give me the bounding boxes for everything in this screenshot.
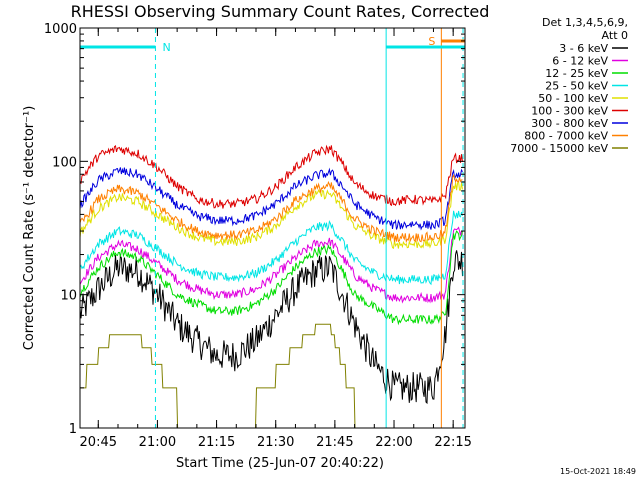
legend-entry-label: 300 - 800 keV xyxy=(531,117,608,130)
y-axis: 1 10 100 1000 xyxy=(44,22,465,437)
legend-entry-label: 12 - 25 keV xyxy=(545,67,608,80)
legend-header: Det 1,3,4,5,6,9, xyxy=(542,16,628,29)
legend-entry-label: 6 - 12 keV xyxy=(552,55,608,68)
legend-entry-label: 3 - 6 keV xyxy=(559,42,608,55)
legend-header: Att 0 xyxy=(602,29,628,42)
flag-label: S xyxy=(428,35,435,48)
x-tick-label: 21:45 xyxy=(316,435,353,450)
timestamp: 15-Oct-2021 18:49 xyxy=(560,467,636,476)
legend-entry-label: 100 - 300 keV xyxy=(531,105,608,118)
series-line-9 xyxy=(80,323,463,429)
legend-entry-label: 7000 - 15000 keV xyxy=(510,142,608,155)
flag-label: N xyxy=(162,41,170,54)
x-tick-label: 22:15 xyxy=(434,435,471,450)
series-line-5 xyxy=(79,180,463,249)
y-tick-label: 1000 xyxy=(44,22,77,37)
legend-entry-label: 50 - 100 keV xyxy=(538,92,608,105)
x-tick-label: 22:00 xyxy=(375,435,412,450)
series-line-6 xyxy=(79,144,463,209)
series-layer xyxy=(79,144,463,429)
series-line-1 xyxy=(79,250,463,405)
x-tick-label: 21:00 xyxy=(139,435,176,450)
chart-title: RHESSI Observing Summary Count Rates, Co… xyxy=(71,2,490,21)
series-line-4 xyxy=(79,210,463,286)
plot-frame xyxy=(79,27,466,429)
legend-entry-label: 800 - 7000 keV xyxy=(524,130,608,143)
x-axis-label: Start Time (25-Jun-07 20:40:22) xyxy=(176,456,384,471)
legend-entry-label: 25 - 50 keV xyxy=(545,80,608,93)
x-tick-label: 21:15 xyxy=(198,435,235,450)
series-line-2 xyxy=(79,226,463,304)
series-line-8 xyxy=(79,174,463,244)
y-tick-label: 1 xyxy=(69,422,77,437)
x-tick-label: 20:45 xyxy=(80,435,117,450)
y-tick-label: 10 xyxy=(60,289,77,304)
x-axis: 20:45 21:00 21:15 21:30 21:45 22:00 22:15 xyxy=(80,28,472,450)
series-line-7 xyxy=(79,167,463,231)
x-tick-label: 21:30 xyxy=(257,435,294,450)
y-tick-label: 100 xyxy=(52,155,77,170)
series-line-3 xyxy=(79,230,463,326)
y-axis-label: Corrected Count Rate (s⁻¹ detector⁻¹) xyxy=(22,106,37,351)
